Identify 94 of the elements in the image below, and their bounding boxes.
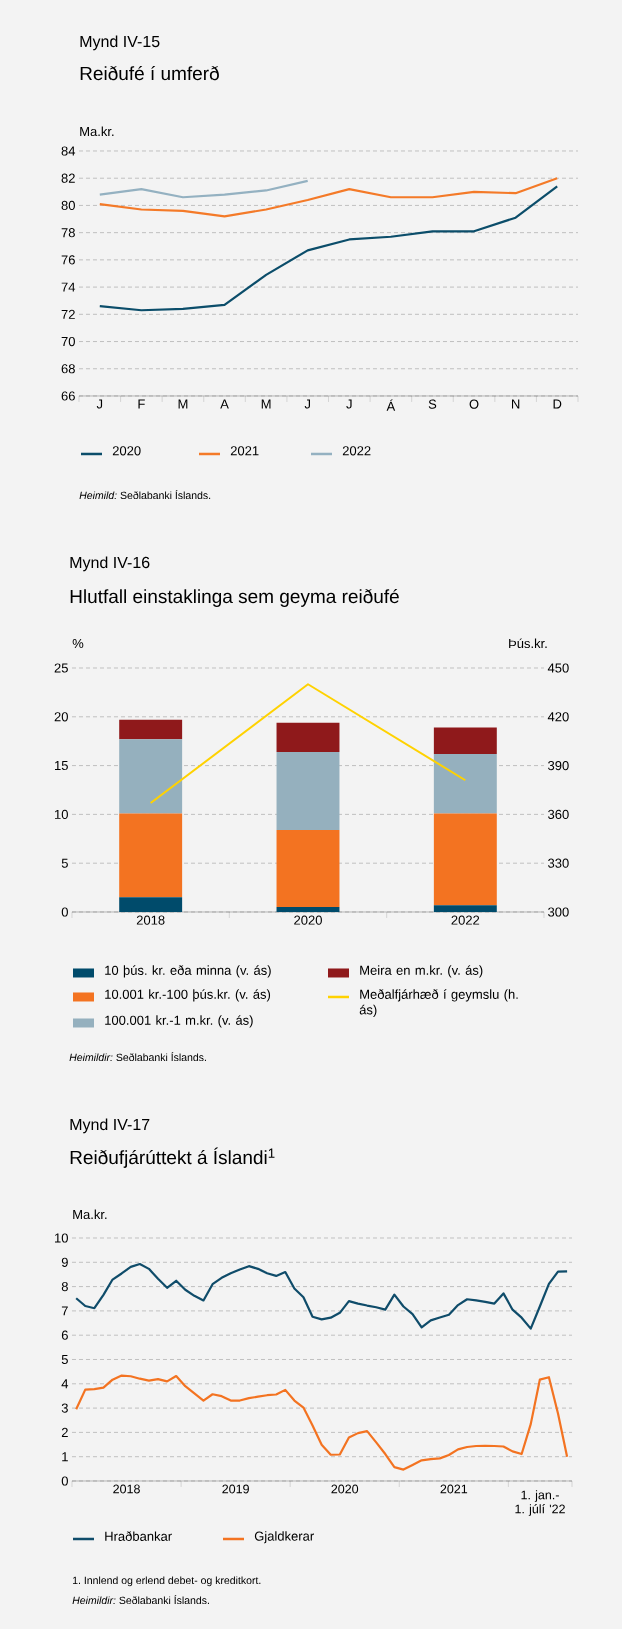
chart-subtitle: Hlutfall einstaklinga sem geyma reiðufé [70,588,399,607]
x-tick-label: J [304,399,310,409]
line-series [75,1262,569,1330]
chart-title: Mynd IV-15 [80,35,160,51]
chart-subtitle: Reiðufé í umferð [80,65,219,81]
x-tick-label: 2022 [451,915,480,925]
line-series [98,179,309,199]
bar [276,751,340,831]
x-tick-label: 2018 [136,915,165,925]
y-axis-title: % [72,638,84,649]
y2-tick-label: 390 [548,760,569,771]
y-tick-label: 8 [61,1281,68,1292]
x-tick-label: 2021 [440,1484,468,1494]
bar [276,722,340,752]
y-tick-label: 9 [61,1257,68,1267]
chart-title: Mynd IV-16 [70,556,150,572]
y-tick-label: 66 [61,391,75,401]
y2-tick-label: 300 [548,907,569,917]
y2-tick-label: 420 [547,712,569,722]
bar [119,897,183,912]
x-tick-label: F [138,399,145,409]
y2-tick-label: 450 [547,663,569,673]
legend-label: Meðalfjárhæð í geymslu (h. ás) [359,989,518,1017]
bar [433,753,497,814]
y-tick-label: 0 [61,1476,68,1486]
bar [433,813,497,906]
line-series [75,1374,569,1471]
bar [433,727,497,754]
y-tick-label: 5 [61,858,68,868]
x-tick-label: 2020 [294,915,322,925]
bar [433,905,497,912]
y2-axis-title: Þús.kr. [509,638,547,649]
legend-label: 10 þús. kr. eða minna (v. ás) [105,965,271,978]
bar [276,830,340,908]
y-tick-label: 5 [61,1354,68,1365]
y-tick-label: 3 [61,1403,68,1413]
text: Heimild: Seðlabanki Íslands. [79,489,211,500]
y-tick-label: 80 [61,200,75,211]
y-tick-label: 84 [61,146,76,156]
y-tick-label: 20 [54,712,68,722]
y-tick-label: 2 [61,1427,68,1437]
y-tick-label: 72 [61,309,75,319]
y2-tick-label: 360 [548,809,569,819]
x-tick-label: 2018 [113,1484,140,1494]
y-tick-label: 0 [61,907,68,917]
x-tick-label: O [469,399,479,409]
y-tick-label: 78 [61,228,75,238]
y-tick-label: 6 [61,1330,68,1340]
y-axis-title: Ma.kr. [80,126,114,137]
x-tick-label: Á [386,399,396,411]
legend-label: 2020 [112,446,141,456]
legend-label: 10.001 kr.-100 þús.kr. (v. ás) [105,989,271,1002]
text: 1. jan.- 1. júlí '22 [515,1490,565,1516]
y-tick-label: 1 [62,1452,68,1462]
y-tick-label: 74 [61,282,76,292]
y-tick-label: 76 [61,255,75,265]
y-tick-label: 4 [61,1379,69,1389]
y-tick-label: 10 [54,1233,68,1243]
y2-tick-label: 330 [548,858,569,868]
y-tick-label: 7 [61,1306,68,1316]
x-tick-label: M [261,399,271,409]
y-tick-label: 25 [54,663,68,673]
text: Heimildir: Seðlabanki Íslands. [72,1594,209,1605]
chart-subtitle: Reiðufjárúttekt á Íslandi$^{1}$ [70,1147,275,1168]
y-tick-label: 82 [61,173,75,183]
legend-label: 2021 [230,446,259,456]
x-tick-label: J [96,399,103,409]
x-tick-label: 2019 [222,1484,249,1494]
y-tick-label: 15 [54,761,68,771]
line-series [98,185,559,312]
line-series [98,177,559,218]
bar [276,907,340,912]
bar [119,813,183,898]
legend-label: Gjaldkerar [254,1531,314,1544]
x-tick-label: M [178,399,188,409]
text: 1. Innlend og erlend debet- og kreditkort. [73,1576,261,1587]
y-axis-title: Ma.kr. [73,1209,107,1220]
legend-label: Meira en m.kr. (v. ás) [360,965,483,978]
y-tick-label: 10 [54,809,68,819]
text: Heimildir: Seðlabanki Íslands. [69,1051,206,1062]
legend-label: 100.001 kr.-1 m.kr. (v. ás) [105,1015,253,1028]
x-tick-label: J [346,399,352,409]
chart-title: Mynd IV-17 [70,1118,150,1134]
x-tick-label: D [553,399,562,409]
y-tick-label: 70 [61,336,75,347]
x-tick-label: A [220,399,229,409]
x-tick-label: 2020 [331,1484,359,1494]
legend-label: 2022 [342,446,371,456]
x-tick-label: S [428,399,437,409]
legend-label: Hraðbankar [105,1531,172,1541]
x-tick-label: N [512,399,520,409]
bar [119,719,183,740]
bar [119,739,183,814]
y-tick-label: 68 [61,364,75,374]
